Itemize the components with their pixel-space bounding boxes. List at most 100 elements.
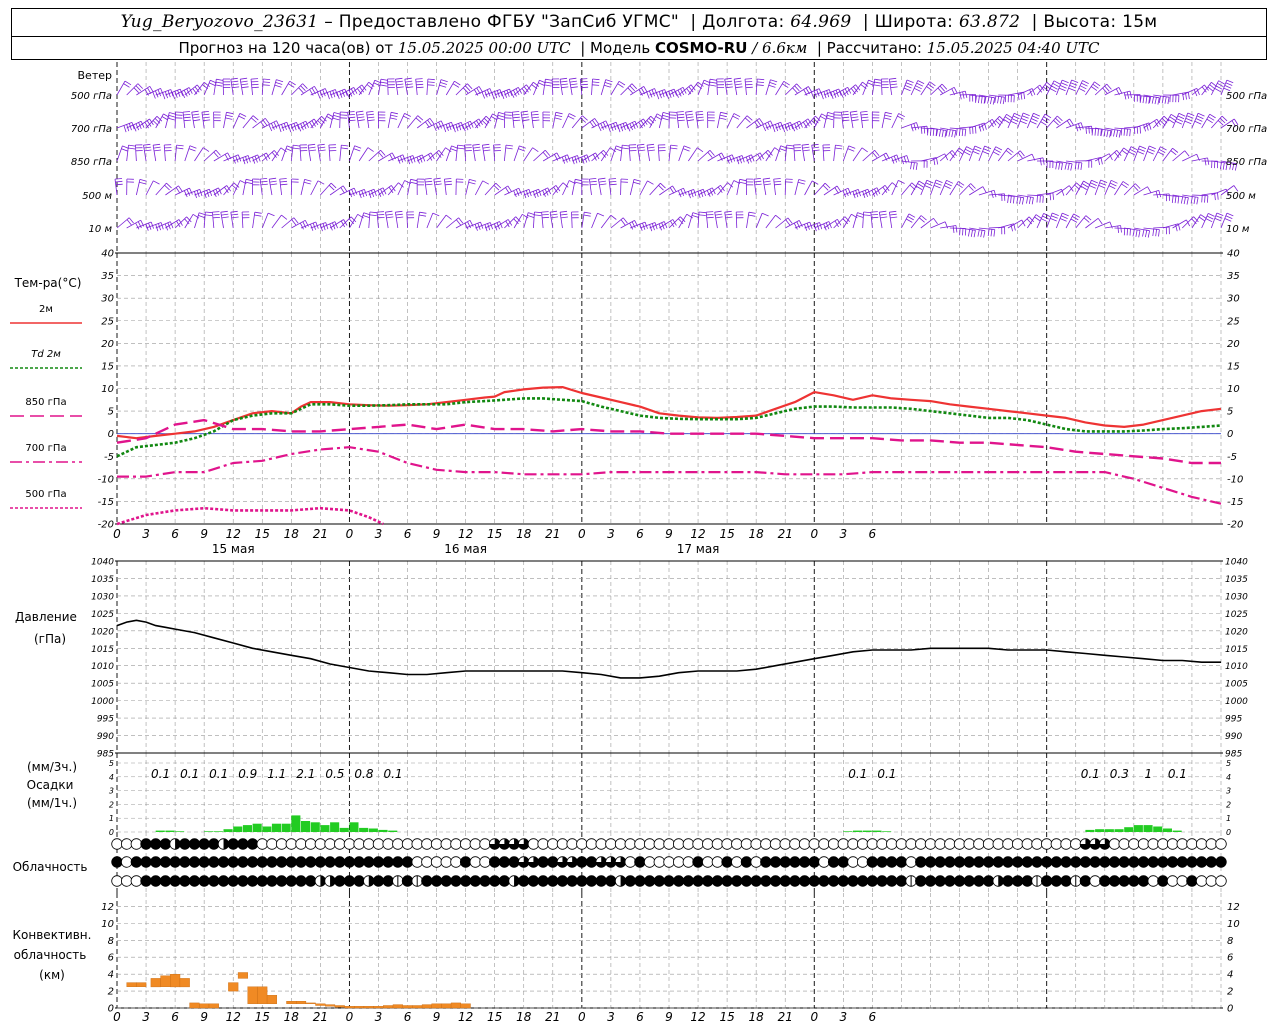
wind-barb-feather [735,83,743,86]
legend-label: 2м [39,304,53,315]
legend-label: 500 гПа [25,489,66,500]
wind-barb-feather [754,183,762,186]
wind-barb-feather [123,83,130,88]
wind-barb-feather [903,156,907,164]
wind-barb [823,185,838,196]
wind-barb-feather [638,121,643,129]
wind-barb-feather [706,211,714,213]
wind-barb-feather [419,214,427,217]
wind-barb [726,180,735,196]
conv-bar [450,1002,462,1009]
wind-barb [910,215,922,229]
wind-barb-feather [231,213,239,216]
wind-barb-feather [1185,118,1193,122]
wind-barb-feather [551,216,559,219]
wind-barb-feather [1121,183,1128,189]
wind-barb-feather [1135,229,1138,237]
wind-barb-feather [359,86,365,93]
wind-barb-feather [512,111,520,113]
cloud-symbol [1108,838,1121,850]
wind-barb [870,212,873,229]
cloud-symbol [547,875,559,887]
wind-barb-feather [240,77,248,80]
wind-barb [571,179,576,196]
wind-barb-feather [434,180,442,183]
wind-barb [639,180,648,196]
hour-tick: 18 [516,527,532,541]
wind-barb [145,88,161,96]
wind-barb-feather [1196,197,1199,205]
wind-barb-feather [521,113,529,116]
hour-tick: 3 [607,527,615,541]
wind-barb [804,222,820,229]
wind-barb-feather [1044,84,1051,90]
wind-barb [862,79,869,96]
pressure-y-tick-right: 1035 [1225,575,1248,585]
wind-barb-feather [554,117,562,120]
wind-barb [736,115,748,129]
wind-barb [1191,194,1208,197]
hour-tick-bottom: 15 [487,1010,502,1024]
conv-bar [126,982,137,987]
wind-barb [891,180,899,196]
computed-label: Рассчитано: [826,39,922,57]
wind-barb-feather [1201,86,1207,93]
cloud-symbol [866,838,879,850]
wind-barb-feather [944,130,947,138]
wind-barb-feather [1031,197,1034,205]
wind-barb [387,112,392,129]
wind-barb-feather [715,216,723,219]
wind-barb-feather [1070,218,1078,223]
cloud-symbol [634,856,646,868]
cloud-symbol-fill [518,838,530,850]
wind-barb-feather [768,84,776,88]
wind-barb-feather [638,149,646,152]
wind-barb [300,179,305,196]
wind-barb-feather [746,115,753,121]
wind-barb-feather [995,120,1001,126]
wind-barb-feather [483,149,491,152]
wind-barb-feather [706,190,711,197]
hour-tick-bottom: 18 [284,1010,300,1024]
wind-barb-feather [178,185,183,192]
conv-y-tick: 12 [101,902,114,913]
latitude-value: 63.872 [958,12,1021,32]
precip-bar [1172,830,1182,832]
wind-barb-feather [1034,216,1041,222]
wind-barb-feather [592,81,600,83]
wind-barb-feather [1225,188,1229,196]
wind-barb-feather [1043,116,1050,121]
wind-barb-feather [698,211,707,214]
wind-barb [1201,192,1218,196]
wind-barb [940,127,956,131]
wind-barb-feather [356,113,364,116]
cloud-symbol [1176,875,1188,887]
precip-bar [291,815,301,832]
wind-barb [194,212,200,229]
cloud-symbol [1108,856,1121,868]
wind-barb-feather [1010,196,1012,204]
wind-barb-feather [995,146,1003,151]
wind-barb [320,113,329,129]
wind-barb-feather [232,86,240,89]
wind-barb-feather [1003,118,1010,124]
wind-barb [736,179,741,196]
precip-bar [843,831,853,832]
wind-barb [775,217,789,229]
wind-barb-feather [126,219,132,226]
wind-barb [649,221,665,229]
cloud-symbol [372,875,385,887]
wind-barb-feather [438,150,444,156]
wind-barb [571,211,573,229]
cloud-symbol-fill [605,856,617,868]
wind-barb-feather [898,113,905,118]
pressure-line [116,619,1221,679]
wind-barb-feather [425,183,433,186]
wind-barb-feather [553,186,558,194]
wind-barb-feather [1193,89,1198,97]
cloud-symbol [847,875,859,887]
wind-barb [881,154,897,162]
wind-barb-feather [862,81,869,87]
wind-barb [203,80,211,96]
wind-barb-feather [968,229,971,237]
